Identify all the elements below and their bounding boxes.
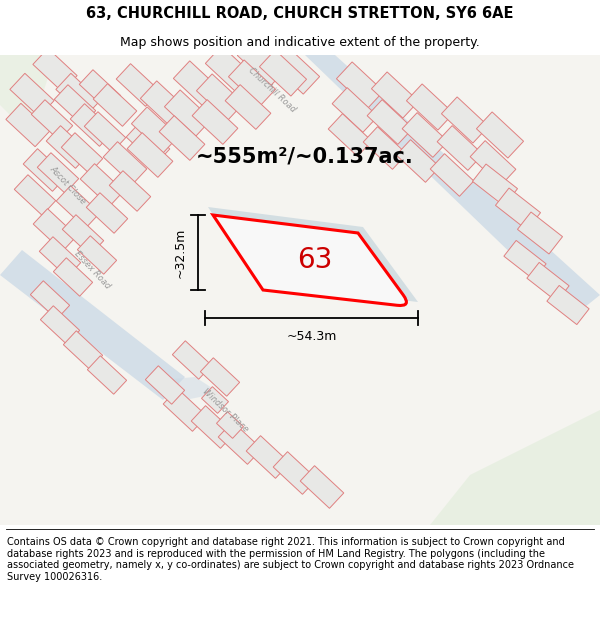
Polygon shape [472,164,518,206]
Polygon shape [14,175,56,215]
Polygon shape [127,132,173,178]
Polygon shape [442,97,488,143]
Polygon shape [332,88,378,132]
Text: Churchill Road: Churchill Road [247,66,298,114]
Polygon shape [229,60,275,106]
Polygon shape [103,142,147,184]
Polygon shape [547,286,589,324]
Text: 63: 63 [298,246,332,274]
Text: Essex Road: Essex Road [72,249,112,291]
Polygon shape [0,55,55,135]
Polygon shape [40,306,80,344]
Polygon shape [39,237,81,278]
Polygon shape [396,139,440,182]
Polygon shape [23,149,67,191]
Text: Windsor Place: Windsor Place [200,386,250,434]
Polygon shape [363,127,407,169]
Polygon shape [145,366,185,404]
Polygon shape [273,452,317,494]
Polygon shape [238,38,287,86]
Polygon shape [84,112,126,152]
Polygon shape [31,281,70,319]
Polygon shape [246,436,290,478]
Polygon shape [10,73,54,117]
Text: ~555m²/~0.137ac.: ~555m²/~0.137ac. [196,147,414,167]
Text: ~54.3m: ~54.3m [286,329,337,342]
Polygon shape [406,84,454,130]
Polygon shape [56,73,100,117]
Polygon shape [53,258,92,296]
Polygon shape [0,250,185,400]
Polygon shape [163,389,207,431]
Polygon shape [173,61,223,109]
Polygon shape [93,84,137,126]
Polygon shape [70,104,114,146]
Polygon shape [305,55,600,315]
Polygon shape [527,262,569,302]
Polygon shape [37,152,79,193]
Polygon shape [31,100,73,140]
Polygon shape [56,186,100,228]
Text: ~32.5m: ~32.5m [173,228,187,278]
Text: Map shows position and indicative extent of the property.: Map shows position and indicative extent… [120,36,480,49]
Polygon shape [116,64,160,106]
Polygon shape [164,90,212,136]
Polygon shape [61,132,103,173]
Polygon shape [140,81,190,129]
Polygon shape [131,107,179,153]
Polygon shape [172,341,212,379]
PathPatch shape [213,215,406,306]
Polygon shape [6,103,50,147]
Polygon shape [109,171,151,211]
Polygon shape [192,99,238,144]
Polygon shape [200,357,239,396]
Polygon shape [476,112,524,158]
Polygon shape [271,46,320,94]
Polygon shape [430,154,474,196]
Polygon shape [437,126,483,171]
Text: Ascot Close: Ascot Close [48,164,88,206]
Polygon shape [371,72,419,118]
Polygon shape [259,50,307,96]
Polygon shape [79,70,121,110]
Polygon shape [205,46,254,94]
Polygon shape [88,356,127,394]
Polygon shape [225,84,271,129]
Polygon shape [86,192,128,233]
Polygon shape [337,62,383,108]
Text: Contains OS data © Crown copyright and database right 2021. This information is : Contains OS data © Crown copyright and d… [7,537,574,582]
Polygon shape [328,114,372,156]
Text: 63, CHURCHILL ROAD, CHURCH STRETTON, SY6 6AE: 63, CHURCHILL ROAD, CHURCH STRETTON, SY6… [86,6,514,21]
Polygon shape [33,48,77,92]
Polygon shape [217,412,244,438]
Polygon shape [126,122,170,164]
Polygon shape [62,215,104,255]
Polygon shape [196,74,244,120]
Polygon shape [64,331,103,369]
Polygon shape [430,410,600,525]
Polygon shape [496,188,541,230]
Polygon shape [191,406,235,448]
Polygon shape [160,377,220,400]
Polygon shape [202,387,229,413]
Polygon shape [208,207,418,302]
Polygon shape [300,466,344,508]
Polygon shape [402,112,448,158]
Polygon shape [33,209,77,251]
Polygon shape [77,236,116,274]
Polygon shape [517,212,563,254]
Polygon shape [367,99,413,144]
Polygon shape [54,85,96,125]
Polygon shape [504,241,546,279]
Polygon shape [80,164,124,206]
Polygon shape [46,126,90,168]
Polygon shape [470,141,516,186]
Polygon shape [218,422,262,464]
Polygon shape [159,116,205,161]
